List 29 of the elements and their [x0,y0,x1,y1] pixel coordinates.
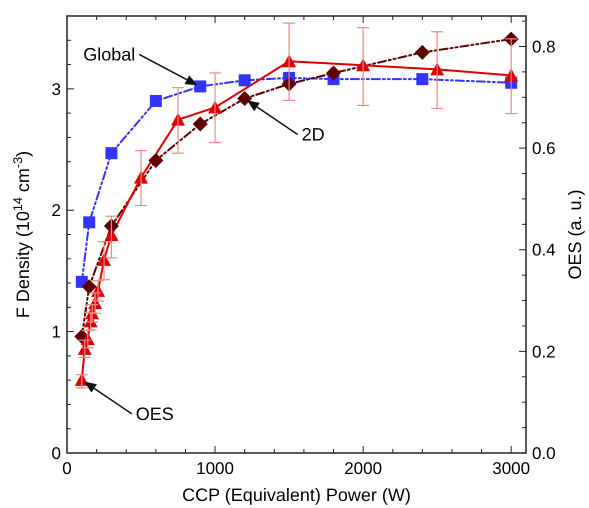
point [326,66,342,81]
point [237,91,252,106]
point [414,44,430,60]
y-tick-label: 0 [52,444,61,463]
y2-tick-label: 0.2 [532,342,556,362]
point [238,74,251,86]
text: 0.0 [532,444,556,463]
y2-tick-label: 0.4 [532,240,556,260]
point [416,73,428,86]
y2-tick-label: 0.8 [532,37,556,56]
y-tick-label: 3 [52,80,61,99]
y-tick-label: 1 [52,322,61,342]
point [82,279,97,294]
annotation: OES [136,404,174,424]
x-tick-label: 2000 [344,459,382,478]
point [148,152,164,168]
point [83,216,96,228]
point [105,147,118,160]
point [192,116,208,132]
point [194,80,206,92]
y2-tick-label: 0.6 [532,139,556,158]
annotation: Global [83,44,136,64]
y2-axis-title: OES (a. u.) [565,189,585,280]
x-tick-label: 1000 [196,459,234,478]
point [150,94,162,107]
x-tick-label: 3000 [492,459,530,478]
y-tick-label: 2 [52,201,61,220]
x-axis-title: CCP (Equivalent) Power (W) [182,485,411,505]
annotation: 2D [302,124,325,145]
